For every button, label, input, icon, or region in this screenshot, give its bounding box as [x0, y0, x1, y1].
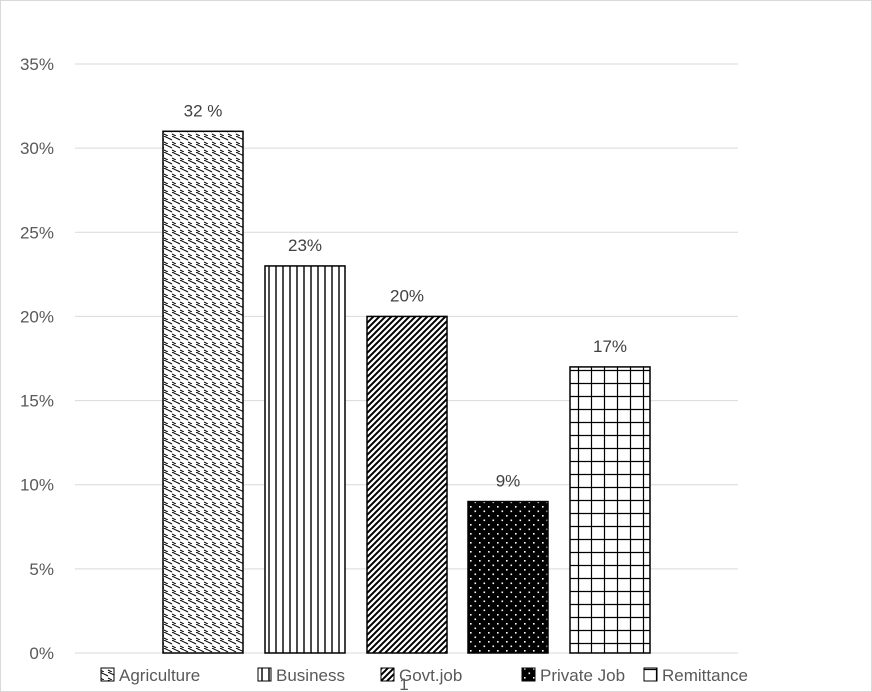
- y-tick-label: 0%: [29, 644, 54, 663]
- data-label: 32 %: [184, 101, 223, 120]
- bar-govt-job: [366, 315, 448, 654]
- y-tick-label: 35%: [20, 55, 54, 74]
- y-tick-label: 5%: [29, 560, 54, 579]
- bar-remittance: [569, 366, 651, 654]
- data-label: 9%: [496, 472, 521, 491]
- data-label: 23%: [288, 236, 322, 255]
- bar-private-job: [467, 500, 549, 654]
- legend-swatch: [643, 667, 658, 682]
- data-label: 17%: [593, 337, 627, 356]
- legend-label: Business: [276, 666, 345, 685]
- y-axis-ticks: 0% 5% 10% 15% 20% 25% 30% 35%: [20, 55, 54, 663]
- legend-swatch: [380, 667, 395, 682]
- data-labels: 32 % 23% 20% 9% 17%: [184, 101, 627, 490]
- y-tick-label: 10%: [20, 476, 54, 495]
- legend: Agriculture Business Govt.job Private Job Re…: [100, 666, 748, 685]
- y-tick-label: 25%: [20, 223, 54, 242]
- legend-label: Govt.job: [399, 666, 462, 685]
- legend-label: Private Job: [540, 666, 625, 685]
- legend-swatch: [257, 667, 272, 682]
- legend-label: Remittance: [662, 666, 748, 685]
- bars: [162, 130, 651, 654]
- legend-swatch: [100, 667, 115, 682]
- bar-business: [264, 265, 346, 654]
- stray-text: 1: [399, 675, 408, 692]
- y-tick-label: 15%: [20, 392, 54, 411]
- legend-label: Agriculture: [119, 666, 200, 685]
- data-label: 20%: [390, 286, 424, 305]
- y-tick-label: 30%: [20, 139, 54, 158]
- legend-swatch: [521, 667, 536, 682]
- bar-agriculture: [162, 130, 244, 654]
- y-tick-label: 20%: [20, 307, 54, 326]
